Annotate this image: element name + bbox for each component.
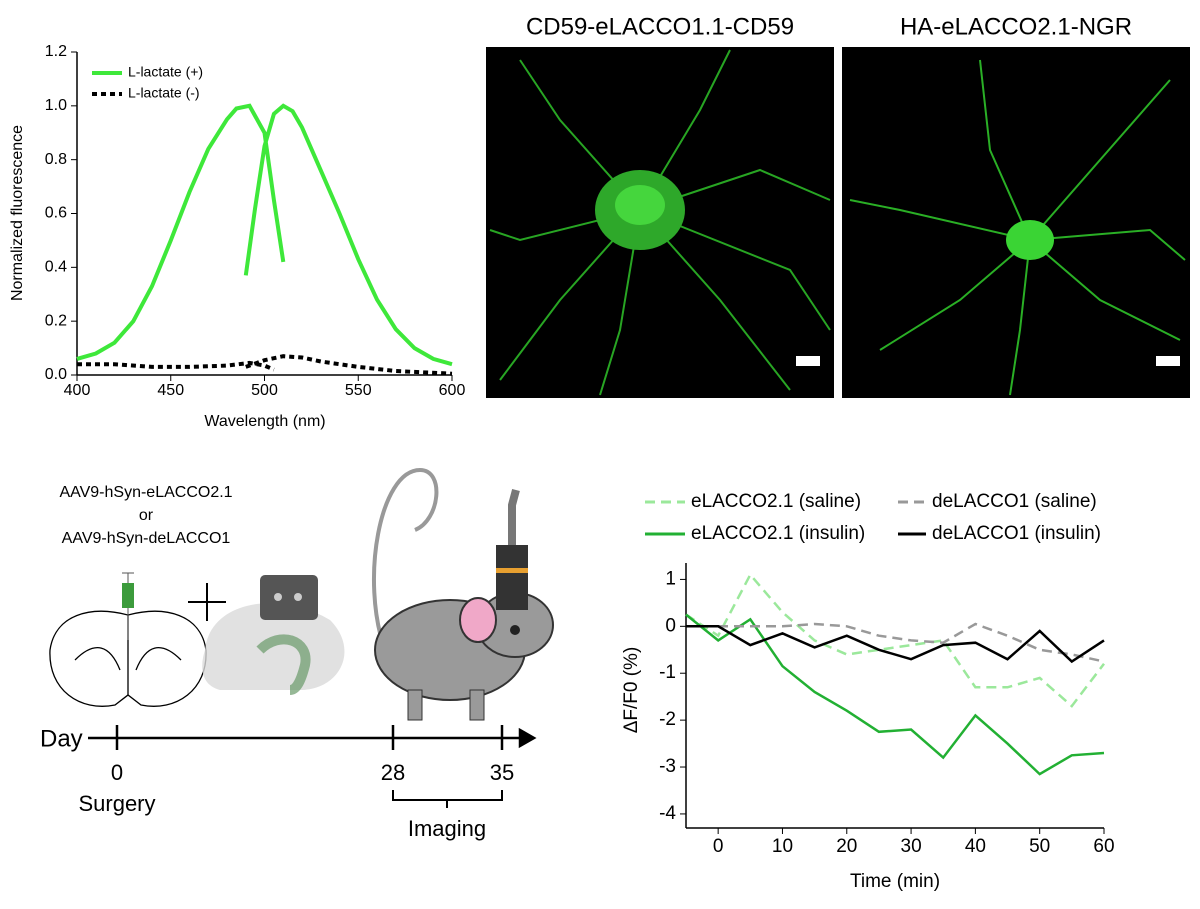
x-tick-label: 10 — [772, 836, 793, 857]
x-tick-label: 50 — [1029, 836, 1050, 857]
y-axis-label: ΔF/F0 (%) — [621, 647, 642, 734]
y-tick-label: -1 — [659, 662, 676, 683]
y-tick-label: 0.6 — [45, 205, 67, 222]
legend-label: deLACCO1 (insulin) — [932, 523, 1101, 544]
event-label: Surgery — [78, 791, 155, 816]
y-tick-label: 0.2 — [45, 312, 67, 329]
syringe — [122, 572, 134, 640]
mouse — [371, 467, 554, 721]
x-tick-label: 500 — [251, 382, 278, 399]
day-label: 28 — [381, 760, 405, 785]
data-line — [686, 625, 1105, 664]
data-line — [76, 103, 453, 367]
bracket-label: Imaging — [408, 816, 486, 841]
x-tick-label: 450 — [157, 382, 184, 399]
timeline — [88, 725, 537, 808]
y-tick-label: 0.0 — [45, 366, 67, 383]
vector-label: AAV9-hSyn-eLACCO2.1 — [59, 484, 232, 501]
y-tick-label: -4 — [659, 803, 676, 824]
legend-label: L-lactate (-) — [128, 85, 200, 101]
micrograph-1 — [486, 47, 834, 398]
x-axis-label: Time (min) — [850, 871, 940, 892]
y-tick-label: -2 — [659, 709, 676, 730]
x-tick-label: 550 — [345, 382, 372, 399]
plus-sign — [188, 583, 226, 621]
head-implant — [202, 575, 345, 695]
y-tick-label: 0.8 — [45, 151, 67, 168]
or-label: or — [139, 507, 154, 524]
x-tick-label: 400 — [64, 382, 91, 399]
x-tick-label: 0 — [713, 836, 724, 857]
y-axis-label: Normalized fluorescence — [9, 125, 26, 301]
x-tick-label: 600 — [439, 382, 466, 399]
legend-label: L-lactate (+) — [128, 64, 203, 80]
x-tick-label: 60 — [1093, 836, 1114, 857]
data-line — [77, 354, 453, 376]
image-title: CD59-eLACCO1.1-CD59 — [526, 13, 794, 40]
x-tick-label: 40 — [965, 836, 986, 857]
day-label: 0 — [111, 760, 123, 785]
x-tick-label: 20 — [836, 836, 857, 857]
y-tick-label: 1.2 — [45, 43, 67, 60]
timeline-label: Day — [40, 725, 83, 752]
legend-label: eLACCO2.1 (saline) — [691, 491, 861, 512]
y-tick-label: -3 — [659, 756, 676, 777]
x-tick-label: 30 — [901, 836, 922, 857]
y-tick-label: 0.4 — [45, 259, 67, 276]
vector-label: AAV9-hSyn-deLACCO1 — [62, 530, 231, 547]
y-tick-label: 1.0 — [45, 97, 67, 114]
data-line — [686, 622, 1105, 663]
legend-label: deLACCO1 (saline) — [932, 491, 1097, 512]
x-axis-label: Wavelength (nm) — [204, 413, 325, 430]
y-tick-label: 1 — [665, 568, 676, 589]
image-title: HA-eLACCO2.1-NGR — [900, 13, 1132, 40]
data-line — [685, 572, 1105, 708]
y-tick-label: 0 — [665, 615, 676, 636]
legend-label: eLACCO2.1 (insulin) — [691, 523, 865, 544]
micrograph-2 — [842, 47, 1190, 398]
day-label: 35 — [490, 760, 514, 785]
